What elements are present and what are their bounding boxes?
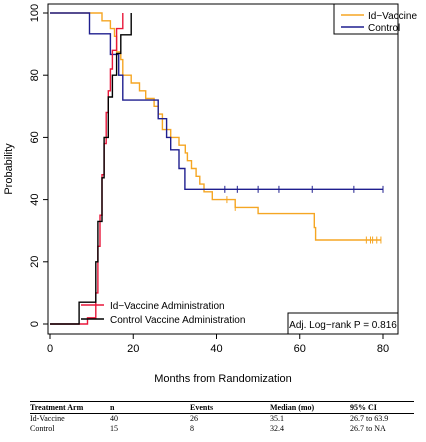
header-treatment-arm: Treatment Arm [30,403,110,414]
y-tick-label: 60 [29,131,41,143]
header-ci: 95% CI [350,403,414,414]
table-row: Id-Vaccine 40 26 35.1 26.7 to 63.9 [30,414,414,425]
table-top-rule [30,401,414,402]
legend-label: Id−Vaccine [368,11,417,22]
annotation-text: Adj. Log−rank P = 0.816 [289,320,397,331]
cell-arm: Id-Vaccine [30,414,65,423]
x-tick-label: 60 [294,343,306,355]
legend-label: Control Vaccine Administration [110,315,245,326]
x-tick-label: 0 [47,343,53,355]
cell-median: 32.4 [270,424,284,433]
x-tick-label: 20 [127,343,139,355]
stats-table: Treatment Arm n Events Median (mo) 95% C… [30,403,414,434]
series-line-3 [50,13,132,325]
y-tick-label: 100 [29,4,41,22]
series-line-2 [50,13,124,325]
legend-label: Id−Vaccine Administration [110,301,225,312]
x-tick-label: 80 [377,343,389,355]
plot-frame [47,3,399,335]
y-tick-label: 20 [29,256,41,268]
y-axis-label: Probability [3,143,15,195]
y-tick-label: 40 [29,193,41,205]
cell-events: 26 [190,414,198,423]
cell-arm: Control [30,424,55,433]
cell-ci: 26.7 to 63.9 [350,414,389,423]
header-n: n [110,403,190,414]
cell-n: 40 [110,414,118,423]
annotation-box [287,312,399,335]
y-tick-label: 0 [29,321,41,327]
legend-top-box [333,3,399,35]
cell-events: 8 [190,424,194,433]
series-line-1 [50,12,383,190]
survival-chart: 0 20 40 60 80 0 20 40 60 80 100 Months from Randomi… [3,3,417,385]
y-tick-label: 80 [29,69,41,81]
cell-ci: 26.7 to NA [350,424,386,433]
table-row: Control 15 8 32.4 26.7 to NA [30,424,414,434]
cell-median: 35.1 [270,414,284,423]
cell-n: 15 [110,424,118,433]
table-header-row: Treatment Arm n Events Median (mo) 95% C… [30,403,414,414]
x-tick-label: 40 [210,343,222,355]
header-median: Median (mo) [270,403,350,414]
header-events: Events [190,403,270,414]
x-axis-label: Months from Randomization [154,373,292,385]
legend-label: Control [368,23,400,34]
series-line-0 [50,12,381,241]
